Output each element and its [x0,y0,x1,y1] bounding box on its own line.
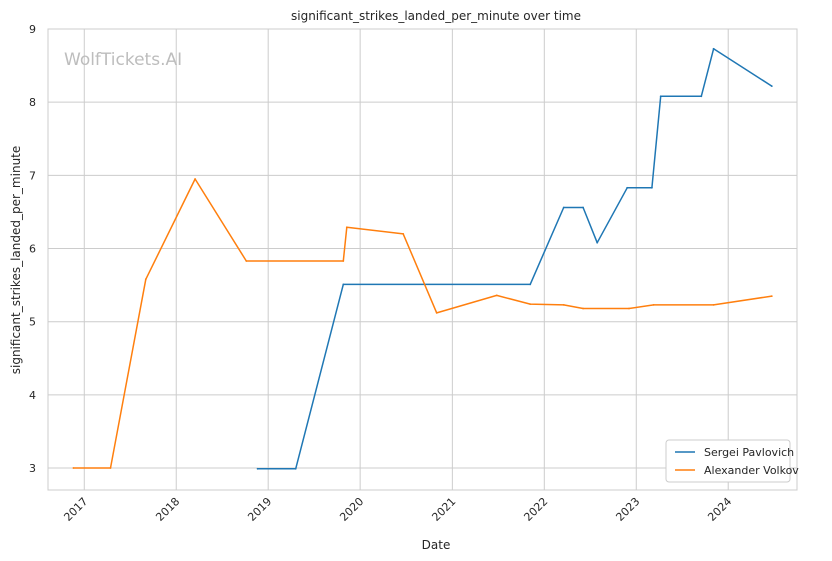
data-point-alexander-volkov [435,312,438,314]
y-tick-label: 5 [29,316,36,329]
data-point-alexander-volkov [194,178,197,180]
x-tick-label: 2020 [337,495,366,524]
legend-label-alexander-volkov: Alexander Volkov [704,464,799,477]
data-point-sergei-pavlovich [659,95,662,98]
data-point-alexander-volkov [109,467,112,469]
x-tick-label: 2023 [613,495,642,524]
y-tick-label: 9 [29,23,36,36]
data-point-alexander-volkov [402,233,405,235]
x-tick-label: 2019 [245,495,274,524]
data-point-alexander-volkov [245,260,248,262]
data-point-alexander-volkov [770,295,773,297]
plot-area [47,28,798,491]
data-point-alexander-volkov [628,307,630,310]
x-tick-label: 2024 [705,495,734,524]
x-tick-label: 2022 [521,495,550,524]
data-point-alexander-volkov [144,278,147,281]
y-axis-label: significant_strikes_landed_per_minute [9,146,23,375]
data-point-sergei-pavlovich [562,206,565,209]
data-point-alexander-volkov [342,260,345,262]
data-point-sergei-pavlovich [651,186,653,189]
y-tick-label: 3 [29,462,36,475]
y-tick-labels: 3 4 5 6 7 8 9 [29,23,36,475]
data-point-sergei-pavlovich [294,467,297,470]
legend: Sergei Pavlovich Alexander Volkov [665,439,799,483]
data-point-sergei-pavlovich [626,186,629,189]
data-point-alexander-volkov [562,304,565,306]
data-point-alexander-volkov [582,307,584,310]
data-point-sergei-pavlovich [582,206,584,209]
y-tick-label: 4 [29,389,36,402]
x-tick-label: 2017 [61,495,90,524]
data-point-sergei-pavlovich [529,283,532,286]
legend-label-sergei-pavlovich: Sergei Pavlovich [704,446,794,459]
data-point-alexander-volkov [495,294,498,297]
series-lines [72,47,773,470]
y-tick-label: 8 [29,96,36,109]
y-tick-label: 6 [29,243,36,256]
data-point-alexander-volkov [345,226,348,229]
watermark: WolfTickets.AI [64,50,182,70]
data-point-alexander-volkov [72,467,75,469]
data-point-sergei-pavlovich [342,283,345,286]
x-axis-label: Date [422,538,451,552]
x-tick-label: 2018 [153,495,182,524]
legend-box [665,439,791,483]
data-point-sergei-pavlovich [712,47,715,50]
data-point-alexander-volkov [712,304,715,306]
data-point-sergei-pavlovich [700,95,703,98]
chart-title: significant_strikes_landed_per_minute ov… [291,9,581,23]
y-tick-label: 7 [29,169,36,182]
x-tick-label: 2021 [429,495,458,524]
data-point-alexander-volkov [529,303,532,305]
data-point-alexander-volkov [652,304,655,306]
data-point-sergei-pavlovich [596,241,599,244]
data-point-sergei-pavlovich [256,467,259,470]
x-tick-labels: 2017 2018 2019 2020 2021 2022 2023 2024 [61,495,734,524]
grid-lines [48,28,797,490]
data-point-sergei-pavlovich [770,85,773,87]
